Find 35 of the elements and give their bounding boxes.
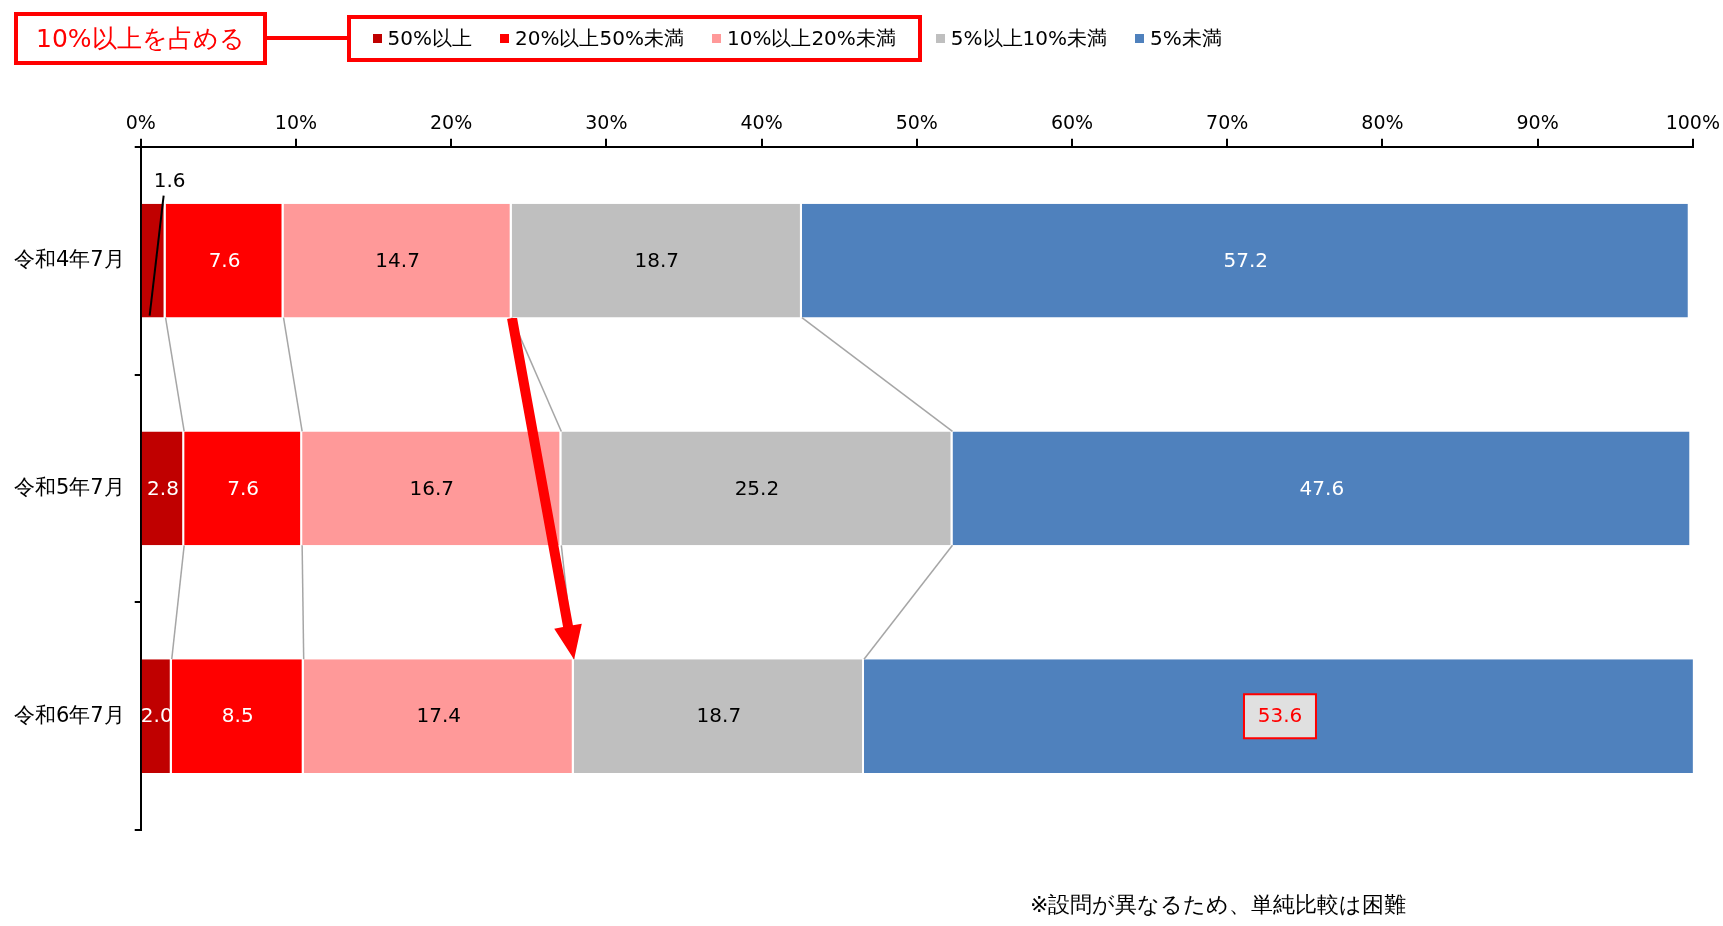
text: ※設問が異なるため、単純比較は困難	[1030, 891, 1407, 919]
data-label: 17.4	[416, 703, 461, 728]
y-tick-label: 令和6年7月	[13, 702, 125, 727]
legend-label: 5%以上10%未満	[949, 24, 1108, 52]
data-label: 47.6	[1299, 475, 1345, 500]
x-tick-label: 10%	[274, 111, 318, 134]
data-label: 14.7	[375, 247, 420, 272]
x-tick-label: 40%	[740, 111, 783, 134]
data-label: 53.6	[1257, 703, 1303, 728]
x-tick-label: 100%	[1665, 111, 1720, 134]
y-tick-label: 令和5年7月	[13, 474, 125, 499]
data-label: 7.6	[227, 475, 260, 500]
legend-label: 20%以上50%未満	[514, 24, 684, 52]
data-label: 2.8	[147, 475, 179, 500]
x-tick-label: 70%	[1206, 111, 1249, 134]
legend-label: 50%以上	[386, 24, 473, 52]
x-tick-label: 50%	[895, 111, 938, 134]
data-label: 18.7	[634, 247, 680, 272]
y-tick-label: 令和4年7月	[13, 247, 125, 272]
data-label: 18.7	[696, 703, 742, 728]
x-tick-label: 80%	[1361, 111, 1404, 134]
x-tick-label: 90%	[1516, 111, 1559, 134]
x-tick-label: 20%	[430, 111, 473, 134]
data-label: 25.2	[734, 475, 780, 500]
x-tick-label: 0%	[125, 111, 156, 134]
x-tick-label: 30%	[585, 111, 628, 134]
text: 10%以上を占める	[14, 11, 267, 65]
legend-label: 5%未満	[1149, 24, 1222, 52]
legend-label: 10%以上20%未満	[725, 24, 896, 52]
data-label: 16.7	[409, 475, 455, 500]
data-label: 1.6	[153, 167, 186, 192]
data-label: 7.6	[208, 247, 241, 272]
x-tick-label: 60%	[1050, 111, 1094, 134]
data-label: 8.5	[221, 703, 254, 728]
data-label: 57.2	[1223, 247, 1269, 272]
